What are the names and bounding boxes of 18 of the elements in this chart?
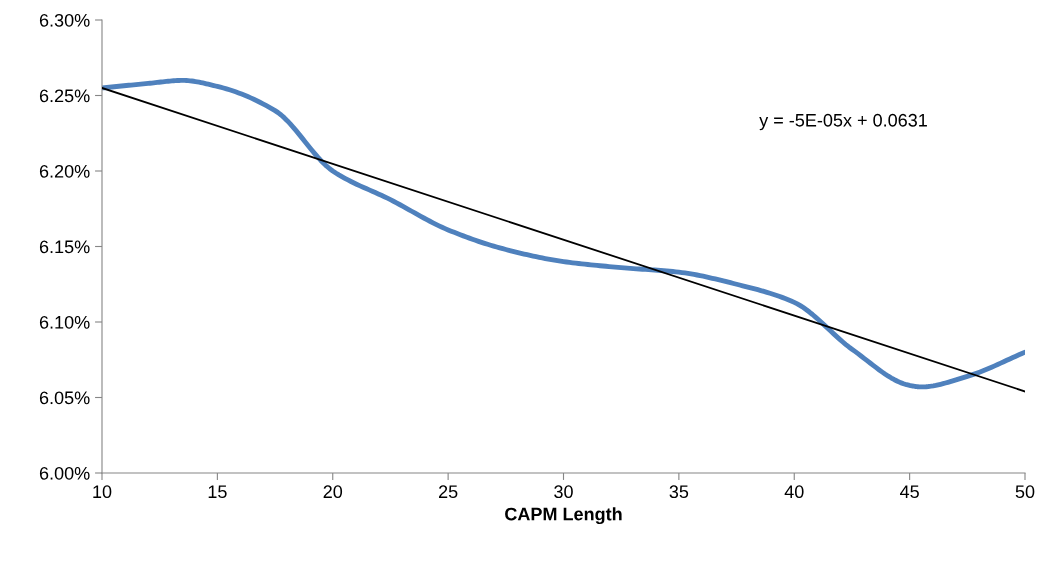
y-tick-label: 6.05% — [39, 391, 90, 405]
y-tick-label: 6.30% — [39, 13, 90, 27]
x-tick-label: 35 — [669, 485, 689, 499]
x-tick-label: 15 — [208, 485, 227, 499]
y-tick-label: 6.15% — [39, 240, 90, 254]
y-tick-label: 6.25% — [39, 89, 90, 103]
x-axis-title: CAPM Length — [505, 507, 622, 525]
x-tick-label: 45 — [900, 485, 919, 499]
x-tick-label: 30 — [554, 485, 573, 499]
y-tick-label: 6.00% — [39, 466, 90, 480]
x-tick-label: 10 — [93, 485, 112, 499]
x-tick-label: 20 — [323, 485, 343, 499]
annotation: y = -5E-05x + 0.0631 — [759, 113, 927, 131]
x-tick-label: 25 — [438, 485, 458, 499]
y-tick-label: 6.10% — [39, 315, 90, 329]
x-tick-label: 50 — [1015, 485, 1035, 499]
x-tick-label: 40 — [784, 485, 804, 499]
y-tick-label: 6.20% — [39, 164, 90, 178]
